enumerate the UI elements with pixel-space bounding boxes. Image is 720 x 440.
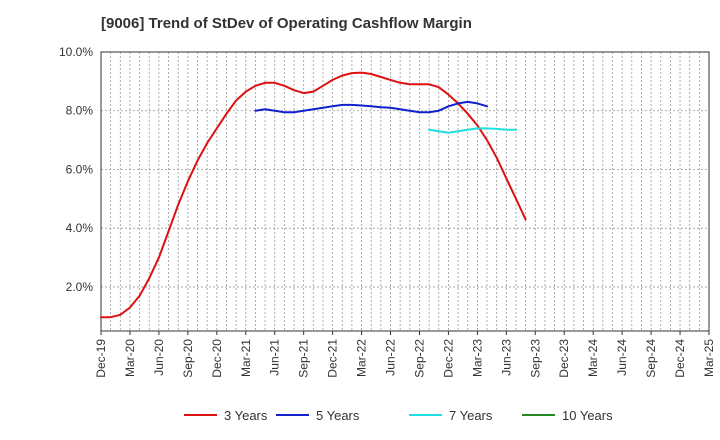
grid-lines [101, 51, 709, 331]
y-axis-ticks: 10.0% 8.0% 6.0% 4.0% 2.0% [59, 45, 93, 294]
x-tick-label: Mar-25 [702, 339, 716, 377]
legend-label: 10 Years [562, 408, 613, 423]
y-tick-label: 8.0% [66, 104, 94, 118]
x-tick-label: Jun-22 [384, 339, 398, 376]
x-tick-label: Sep-24 [644, 339, 658, 378]
x-tick-label: Dec-19 [94, 339, 108, 378]
x-tick-label: Dec-20 [210, 339, 224, 378]
y-tick-label: 10.0% [59, 45, 93, 59]
x-tick-label: Jun-21 [268, 339, 282, 376]
series-lines [100, 71, 527, 319]
x-tick-label: Mar-22 [355, 339, 369, 377]
x-axis-ticks: Dec-19 Mar-20 Jun-20 Sep-20 Dec-20 Mar-21 Jun-… [94, 331, 716, 378]
y-tick-label: 6.0% [66, 162, 94, 176]
x-tick-label: Sep-20 [181, 339, 195, 378]
x-tick-label: Dec-22 [441, 339, 455, 378]
x-tick-label: Mar-20 [123, 339, 137, 377]
x-tick-label: Dec-24 [673, 339, 687, 378]
x-tick-label: Jun-20 [152, 339, 166, 376]
x-tick-label: Mar-21 [239, 339, 253, 377]
x-tick-label: Mar-24 [586, 339, 600, 377]
x-tick-label: Sep-21 [297, 339, 311, 378]
x-tick-label: Jun-24 [615, 339, 629, 376]
plot-frame [100, 51, 710, 332]
legend: 3 Years 5 Years 7 Years 10 Years [184, 408, 613, 423]
legend-label: 5 Years [316, 408, 360, 423]
legend-label: 7 Years [449, 408, 493, 423]
y-tick-label: 4.0% [66, 221, 94, 235]
x-tick-label: Dec-23 [557, 339, 571, 378]
legend-label: 3 Years [224, 408, 268, 423]
series-line-7-years [428, 127, 517, 134]
x-tick-label: Mar-23 [470, 339, 484, 377]
y-tick-label: 2.0% [66, 280, 94, 294]
series-line-3-years [100, 71, 527, 319]
x-tick-label: Dec-21 [326, 339, 340, 378]
chart-title: [9006] Trend of StDev of Operating Cashf… [101, 15, 472, 32]
x-tick-label: Jun-23 [499, 339, 513, 376]
series-line-5-years [254, 100, 488, 114]
x-tick-label: Sep-22 [412, 339, 426, 378]
x-tick-label: Sep-23 [528, 339, 542, 378]
